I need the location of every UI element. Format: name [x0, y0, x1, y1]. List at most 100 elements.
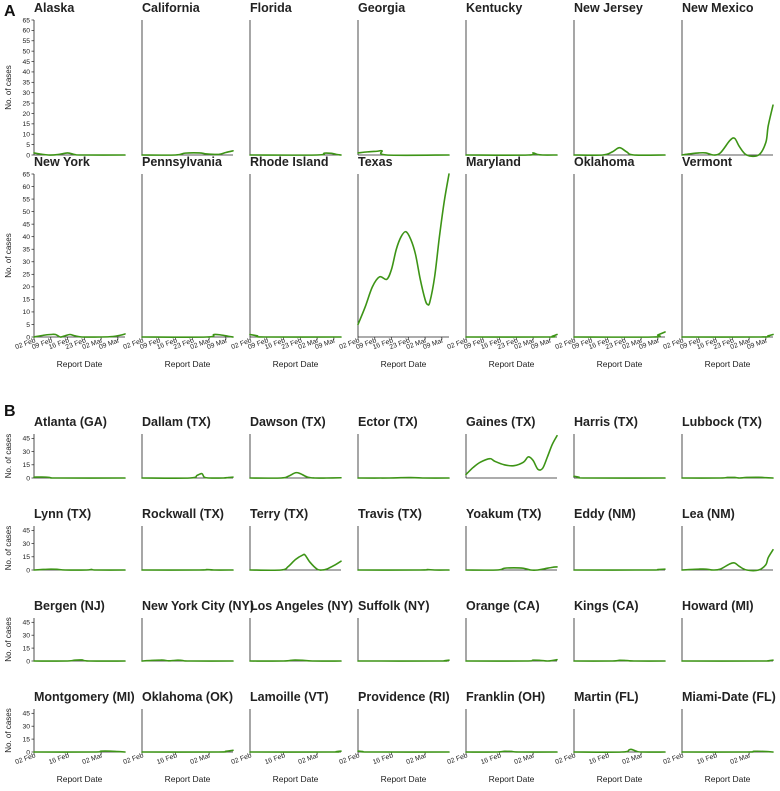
series-line-orange-ca	[466, 660, 557, 661]
series-line-suffolk-ny	[358, 660, 449, 661]
y-tick-label: 30	[22, 449, 30, 456]
facet-florida: Florida	[250, 1, 341, 155]
y-tick-label: 40	[22, 234, 30, 241]
series-line-martin-fl	[574, 749, 665, 752]
facet-title: Gaines (TX)	[466, 415, 535, 429]
x-tick-label: 02 Feb	[230, 752, 252, 766]
series-line-gaines-tx	[466, 436, 557, 475]
x-axis-title: Report Date	[273, 359, 319, 369]
facet-title: Los Angeles (NY)	[250, 599, 353, 613]
y-tick-label: 0	[26, 658, 30, 665]
facet-title: Bergen (NJ)	[34, 599, 105, 613]
facet-title: Miami-Date (FL)	[682, 690, 776, 704]
facet-new-jersey: New Jersey	[574, 1, 665, 155]
facet-title: New York	[34, 155, 90, 169]
facet-title: Travis (TX)	[358, 507, 422, 521]
x-tick-label: 02 Feb	[554, 752, 576, 766]
facet-eddy-nm: Eddy (NM)	[574, 507, 665, 570]
series-line-new-york-city-ny	[142, 660, 233, 661]
y-tick-label: 25	[22, 272, 30, 279]
facet-title: Montgomery (MI)	[34, 690, 135, 704]
y-tick-label: 0	[26, 475, 30, 482]
x-tick-label: 02 Mar	[729, 752, 752, 766]
facet-title: Georgia	[358, 1, 406, 15]
facet-travis-tx: Travis (TX)	[358, 507, 449, 570]
series-line-miami-date-fl	[682, 751, 773, 752]
y-tick-label: 15	[22, 736, 30, 743]
y-tick-label: 60	[22, 28, 30, 35]
facet-title: Howard (MI)	[682, 599, 754, 613]
y-tick-label: 45	[22, 436, 30, 443]
y-tick-label: 65	[22, 171, 30, 178]
facet-gaines-tx: Gaines (TX)	[466, 415, 557, 478]
series-line-lubbock-tx	[682, 477, 773, 478]
y-tick-label: 30	[22, 90, 30, 97]
y-tick-label: 15	[22, 645, 30, 652]
y-tick-label: 55	[22, 38, 30, 45]
series-line-texas	[358, 174, 449, 324]
facet-los-angeles-ny: Los Angeles (NY)	[250, 599, 353, 661]
y-tick-label: 20	[22, 284, 30, 291]
panel-b-label: B	[4, 403, 16, 420]
y-tick-label: 50	[22, 209, 30, 216]
facet-title: Dawson (TX)	[250, 415, 326, 429]
x-axis-title: Report Date	[273, 774, 319, 784]
facet-title: Orange (CA)	[466, 599, 540, 613]
x-tick-label: 02 Mar	[189, 752, 212, 766]
series-line-dallam-tx	[142, 474, 233, 479]
series-line-harris-tx	[574, 476, 665, 478]
y-axis-title: No. of cases	[4, 708, 13, 752]
x-tick-label: 02 Mar	[297, 752, 320, 766]
y-tick-label: 45	[22, 620, 30, 627]
y-tick-label: 35	[22, 80, 30, 87]
facet-title: Alaska	[34, 1, 75, 15]
y-axis-title: No. of cases	[4, 233, 13, 277]
x-tick-label: 02 Mar	[621, 752, 644, 766]
facet-terry-tx: Terry (TX)	[250, 507, 341, 570]
series-line-oklahoma	[574, 332, 665, 337]
facet-georgia: Georgia	[358, 1, 449, 155]
facet-title: Yoakum (TX)	[466, 507, 541, 521]
y-tick-label: 15	[22, 121, 30, 128]
series-line-montgomery-mi	[34, 751, 125, 752]
x-tick-label: 16 Feb	[264, 752, 286, 766]
y-axis-title: No. of cases	[4, 617, 13, 661]
facet-title: Maryland	[466, 155, 521, 169]
y-tick-label: 15	[22, 297, 30, 304]
y-tick-label: 0	[26, 567, 30, 574]
y-tick-label: 15	[22, 462, 30, 469]
y-tick-label: 45	[22, 221, 30, 228]
facet-new-york-city-ny: New York City (NY)	[142, 599, 254, 661]
facet-title: Atlanta (GA)	[34, 415, 107, 429]
series-line-maryland	[466, 334, 557, 337]
x-tick-label: 02 Mar	[405, 752, 428, 766]
x-axis-title: Report Date	[489, 359, 535, 369]
x-axis-title: Report Date	[705, 774, 751, 784]
x-axis-title: Report Date	[705, 359, 751, 369]
facet-title: Rhode Island	[250, 155, 328, 169]
x-axis-title: Report Date	[597, 359, 643, 369]
x-axis-title: Report Date	[165, 774, 211, 784]
y-tick-label: 20	[22, 111, 30, 118]
facet-title: Vermont	[682, 155, 733, 169]
facet-title: New Jersey	[574, 1, 643, 15]
facet-title: Pennsylvania	[142, 155, 223, 169]
facet-dawson-tx: Dawson (TX)	[250, 415, 341, 478]
series-line-howard-mi	[682, 660, 773, 661]
x-tick-label: 02 Feb	[122, 752, 144, 766]
x-axis-title: Report Date	[597, 774, 643, 784]
facet-title: Ector (TX)	[358, 415, 418, 429]
panel-a-label: A	[4, 3, 16, 20]
facet-kings-ca: Kings (CA)	[574, 599, 665, 661]
x-axis-title: Report Date	[165, 359, 211, 369]
